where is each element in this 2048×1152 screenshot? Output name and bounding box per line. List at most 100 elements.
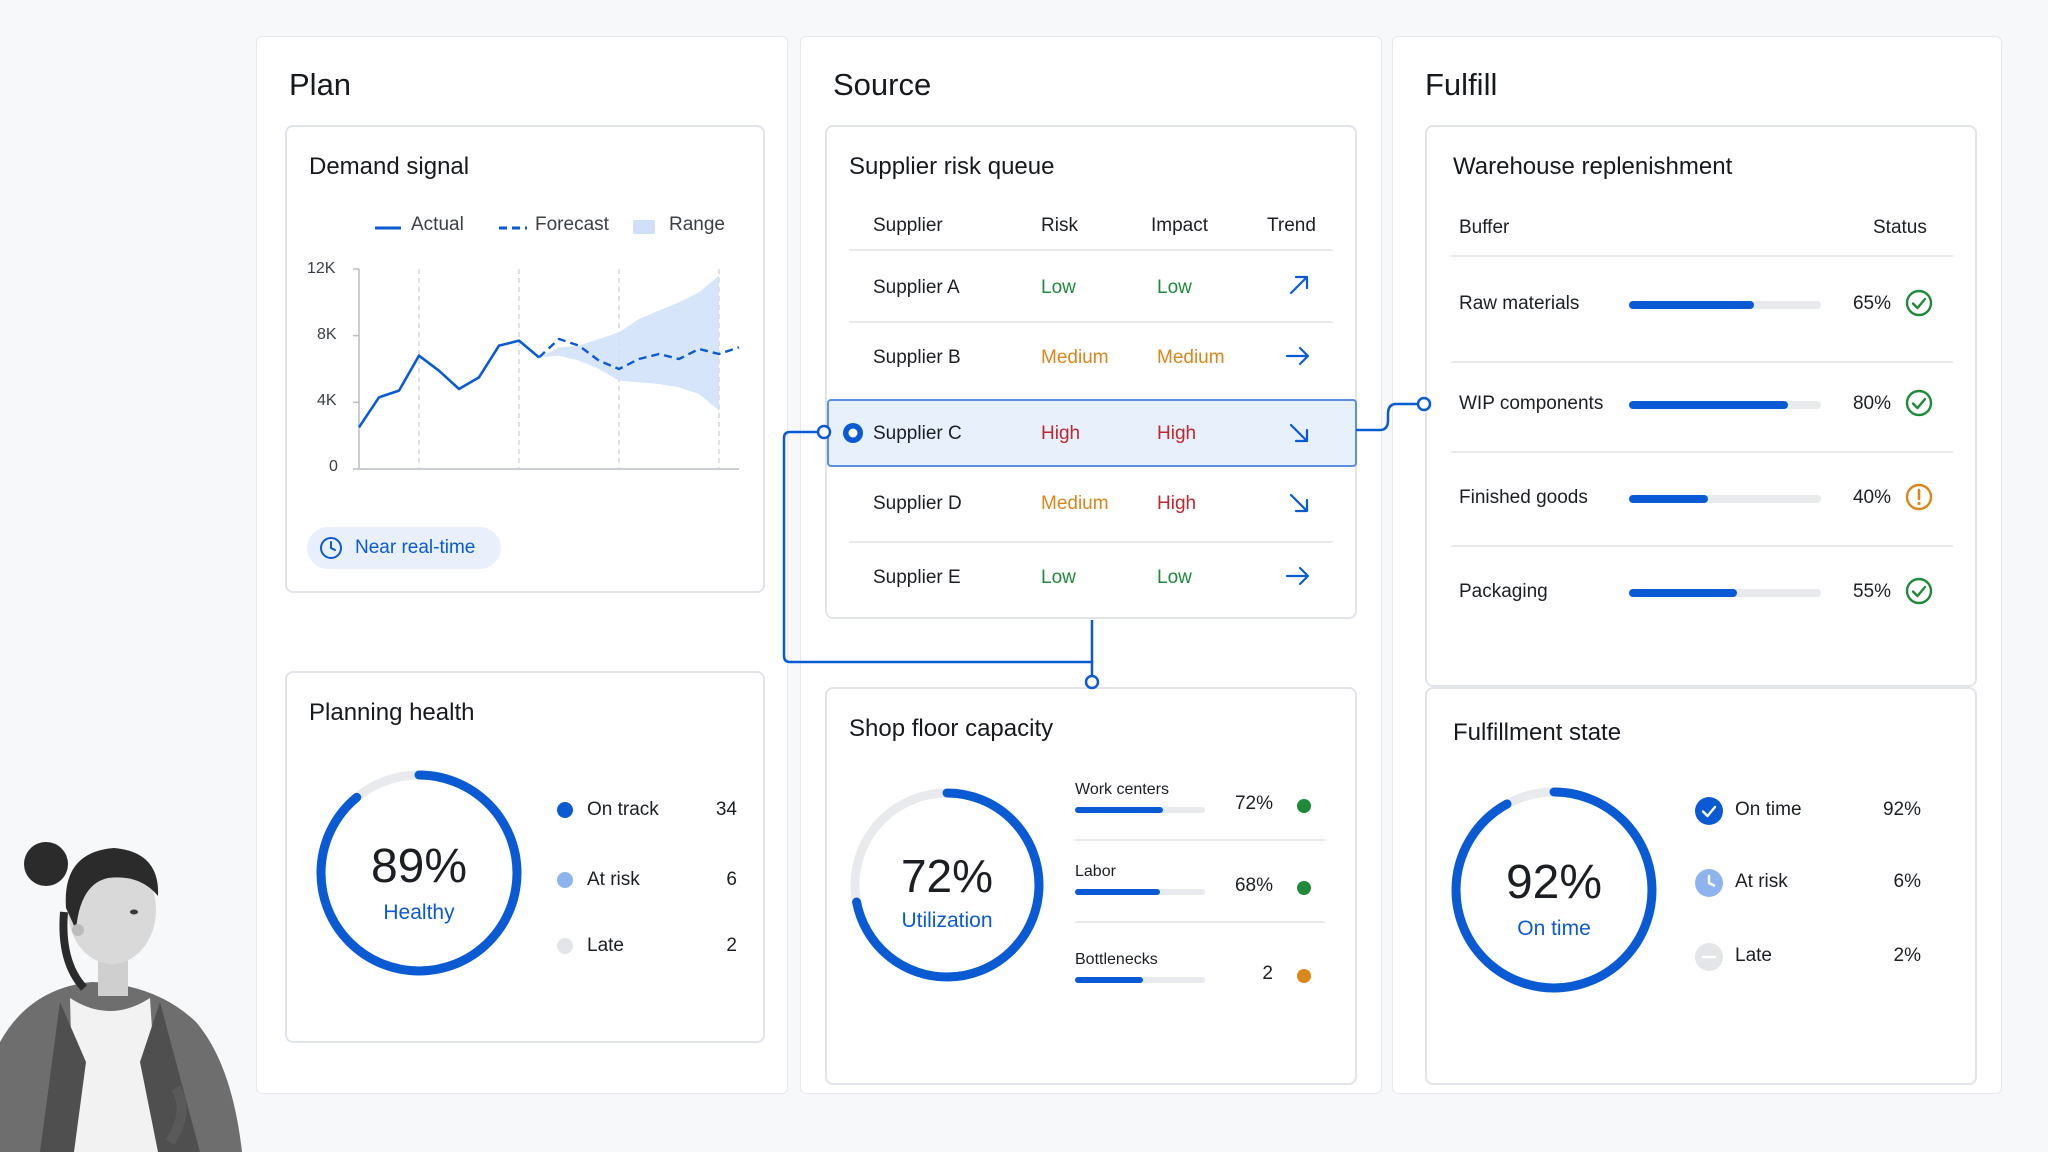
- supplier-row[interactable]: Supplier E Low Low: [827, 543, 1355, 613]
- supplier-risk-card[interactable]: Supplier risk queue Supplier Risk Impact…: [825, 125, 1357, 619]
- supplier-name: Supplier A: [873, 277, 960, 298]
- plan-column: Plan Demand signal Actual Forecast Range…: [256, 36, 788, 1094]
- legend-forecast-swatch: [499, 226, 527, 230]
- right-arrow-icon: [1285, 346, 1310, 366]
- clock-circle-icon: [1695, 869, 1723, 897]
- fulfillment-state-card[interactable]: Fulfillment state 92% On time On time 92…: [1425, 687, 1977, 1085]
- buffer-bar: [1629, 401, 1821, 409]
- source-column: Source Supplier risk queue Supplier Risk…: [800, 36, 1382, 1094]
- person-illustration: [0, 842, 242, 1152]
- utilization-label: Utilization: [901, 909, 993, 932]
- planning-health-label: Healthy: [383, 901, 455, 924]
- labor-status-dot: [1297, 881, 1311, 895]
- demand-chart: [353, 268, 740, 470]
- on-time-legend-label: On time: [1735, 799, 1802, 820]
- capacity-divider: [1075, 839, 1325, 841]
- risk-value: Medium: [1041, 493, 1109, 514]
- work-centers-label: Work centers: [1075, 781, 1169, 798]
- source-column-title: Source: [833, 67, 932, 102]
- buffer-value: 55%: [1852, 581, 1891, 602]
- legend-actual-label: Actual: [411, 214, 464, 235]
- impact-value: High: [1157, 493, 1197, 514]
- legend-range-label: Range: [669, 214, 725, 235]
- row-divider: [849, 321, 1333, 323]
- supplier-row[interactable]: Supplier B Medium Medium: [827, 323, 1355, 391]
- buffer-label: Finished goods: [1459, 487, 1588, 508]
- risk-value: Medium: [1041, 347, 1109, 368]
- on-track-label: On track: [587, 799, 659, 820]
- impact-value: High: [1157, 423, 1197, 444]
- supplier-name: Supplier E: [873, 567, 961, 588]
- buffer-label: Packaging: [1459, 581, 1548, 602]
- row-divider: [1451, 451, 1953, 453]
- check-circle-icon: [1905, 289, 1933, 317]
- capacity-divider: [1075, 921, 1325, 923]
- minus-circle-icon: [1695, 943, 1723, 971]
- check-circle-icon: [1905, 577, 1933, 605]
- buffer-bar: [1629, 589, 1821, 597]
- planning-health-value: 89%: [370, 840, 468, 893]
- header-impact[interactable]: Impact: [1151, 215, 1209, 236]
- header-supplier[interactable]: Supplier: [873, 215, 943, 236]
- demand-signal-card[interactable]: Demand signal Actual Forecast Range 12K …: [285, 125, 765, 593]
- y-tick-4k: 4K: [317, 392, 337, 409]
- buffer-label: WIP components: [1459, 393, 1604, 414]
- bottlenecks-value: 2: [1262, 963, 1273, 984]
- work-centers-bar: [1075, 807, 1205, 813]
- buffer-bar: [1629, 301, 1821, 309]
- supplier-name: Supplier C: [873, 423, 962, 444]
- buffer-bar: [1629, 495, 1821, 503]
- bottlenecks-bar: [1075, 977, 1205, 983]
- plan-column-title: Plan: [289, 67, 352, 102]
- at-risk-dot: [557, 872, 573, 888]
- on-time-value: 92%: [1505, 856, 1603, 909]
- warehouse-card[interactable]: Warehouse replenishment Buffer Status Ra…: [1425, 125, 1977, 687]
- late-count: 2: [726, 935, 737, 956]
- late-legend-value: 2%: [1893, 945, 1921, 966]
- near-real-time-label: Near real-time: [355, 537, 476, 558]
- clock-icon: [320, 537, 342, 559]
- y-tick-8k: 8K: [317, 326, 337, 343]
- risk-value: Low: [1041, 567, 1076, 588]
- fulfill-column-title: Fulfill: [1425, 67, 1498, 102]
- impact-value: Low: [1157, 277, 1192, 298]
- shop-floor-title: Shop floor capacity: [849, 715, 1054, 742]
- row-divider: [1451, 545, 1953, 547]
- legend-actual-swatch: [375, 226, 401, 230]
- row-divider: [1451, 361, 1953, 363]
- shop-floor-card[interactable]: Shop floor capacity 72% Utilization Work…: [825, 687, 1357, 1085]
- header-divider: [1451, 255, 1953, 257]
- supplier-row[interactable]: Supplier D Medium High: [827, 471, 1355, 539]
- supplier-row[interactable]: Supplier A Low Low: [827, 251, 1355, 321]
- on-time-legend-value: 92%: [1882, 799, 1921, 820]
- check-circle-icon: [1695, 797, 1723, 825]
- risk-value: Low: [1041, 277, 1076, 298]
- legend-forecast-label: Forecast: [535, 214, 609, 235]
- on-track-count: 34: [715, 799, 737, 820]
- work-centers-status-dot: [1297, 799, 1311, 813]
- supplier-name: Supplier D: [873, 493, 962, 514]
- at-risk-count: 6: [726, 869, 737, 890]
- radio-selected-icon[interactable]: [841, 421, 865, 445]
- header-risk[interactable]: Risk: [1041, 215, 1078, 236]
- bottlenecks-label: Bottlenecks: [1075, 951, 1158, 968]
- header-status: Status: [1873, 217, 1927, 238]
- labor-bar: [1075, 889, 1205, 895]
- near-real-time-badge[interactable]: Near real-time: [307, 527, 501, 569]
- on-time-donut: [1451, 787, 1657, 993]
- impact-value: Low: [1157, 567, 1192, 588]
- planning-health-title: Planning health: [309, 699, 475, 726]
- planning-health-card[interactable]: Planning health 89% Healthy On track 34 …: [285, 671, 765, 1043]
- utilization-donut: [850, 788, 1044, 982]
- impact-value: Medium: [1157, 347, 1225, 368]
- warning-circle-icon: [1905, 483, 1933, 511]
- supplier-risk-title: Supplier risk queue: [849, 153, 1055, 180]
- on-track-dot: [557, 802, 573, 818]
- bottlenecks-status-dot: [1297, 969, 1311, 983]
- legend-range-swatch: [633, 220, 655, 234]
- buffer-value: 65%: [1852, 293, 1891, 314]
- header-trend[interactable]: Trend: [1267, 215, 1316, 236]
- supplier-row-selected[interactable]: Supplier C High High: [827, 399, 1357, 467]
- check-circle-icon: [1905, 389, 1933, 417]
- range-band: [539, 275, 719, 411]
